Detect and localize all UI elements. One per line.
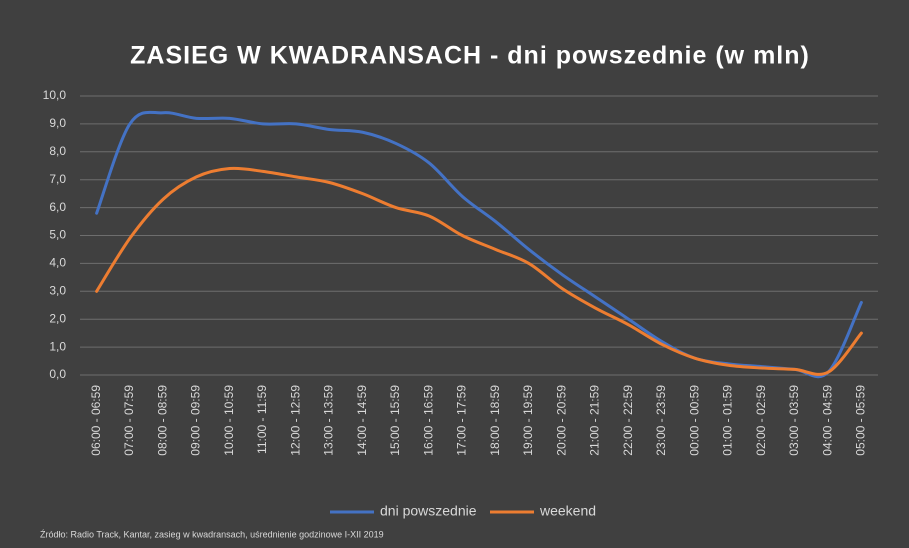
x-tick-label: 05:00 - 05:59: [854, 385, 868, 456]
x-tick-label: 01:00 - 01:59: [721, 385, 735, 456]
legend-label: weekend: [539, 503, 596, 519]
x-tick-label: 21:00 - 21:59: [588, 385, 602, 456]
y-tick-label: 4,0: [49, 256, 66, 270]
x-tick-label: 17:00 - 17:59: [455, 385, 469, 456]
x-tick-label: 19:00 - 19:59: [521, 385, 535, 456]
y-tick-label: 8,0: [49, 144, 66, 158]
x-tick-label: 20:00 - 20:59: [554, 385, 568, 456]
y-tick-label: 6,0: [49, 200, 66, 214]
y-tick-label: 5,0: [49, 228, 66, 242]
y-tick-label: 10,0: [43, 88, 67, 102]
y-tick-label: 9,0: [49, 116, 66, 130]
x-tick-label: 09:00 - 09:59: [189, 385, 203, 456]
x-tick-label: 23:00 - 23:59: [654, 385, 668, 456]
chart-title: ZASIEG W KWADRANSACH - dni powszednie (w…: [130, 42, 810, 70]
x-tick-label: 22:00 - 22:59: [621, 385, 635, 456]
x-tick-label: 12:00 - 12:59: [288, 385, 302, 456]
x-tick-label: 11:00 - 11:59: [255, 385, 269, 454]
y-tick-label: 7,0: [49, 172, 66, 186]
series-line: [95, 166, 863, 376]
x-tick-label: 08:00 - 08:59: [155, 385, 169, 456]
y-tick-label: 3,0: [49, 283, 66, 297]
x-tick-label: 04:00 - 04:59: [820, 385, 834, 456]
x-tick-label: 06:00 - 06:59: [89, 385, 103, 456]
x-tick-label: 00:00 - 00:59: [687, 385, 701, 456]
x-tick-label: 02:00 - 02:59: [754, 385, 768, 456]
x-tick-label: 03:00 - 03:59: [787, 385, 801, 456]
x-tick-label: 10:00 - 10:59: [222, 385, 236, 456]
x-tick-label: 16:00 - 16:59: [421, 385, 435, 456]
y-tick-label: 2,0: [49, 311, 66, 325]
x-tick-label: 07:00 - 07:59: [122, 385, 136, 456]
x-tick-label: 13:00 - 13:59: [322, 385, 336, 456]
x-tick-label: 15:00 - 15:59: [388, 385, 402, 456]
y-tick-label: 0,0: [49, 367, 66, 381]
x-tick-label: 18:00 - 18:59: [488, 385, 502, 456]
legend-label: dni powszednie: [380, 503, 477, 519]
source-note: Źródło: Radio Track, Kantar, zasieg w kw…: [40, 529, 384, 539]
y-tick-label: 1,0: [49, 339, 66, 353]
x-tick-label: 14:00 - 14:59: [355, 385, 369, 456]
